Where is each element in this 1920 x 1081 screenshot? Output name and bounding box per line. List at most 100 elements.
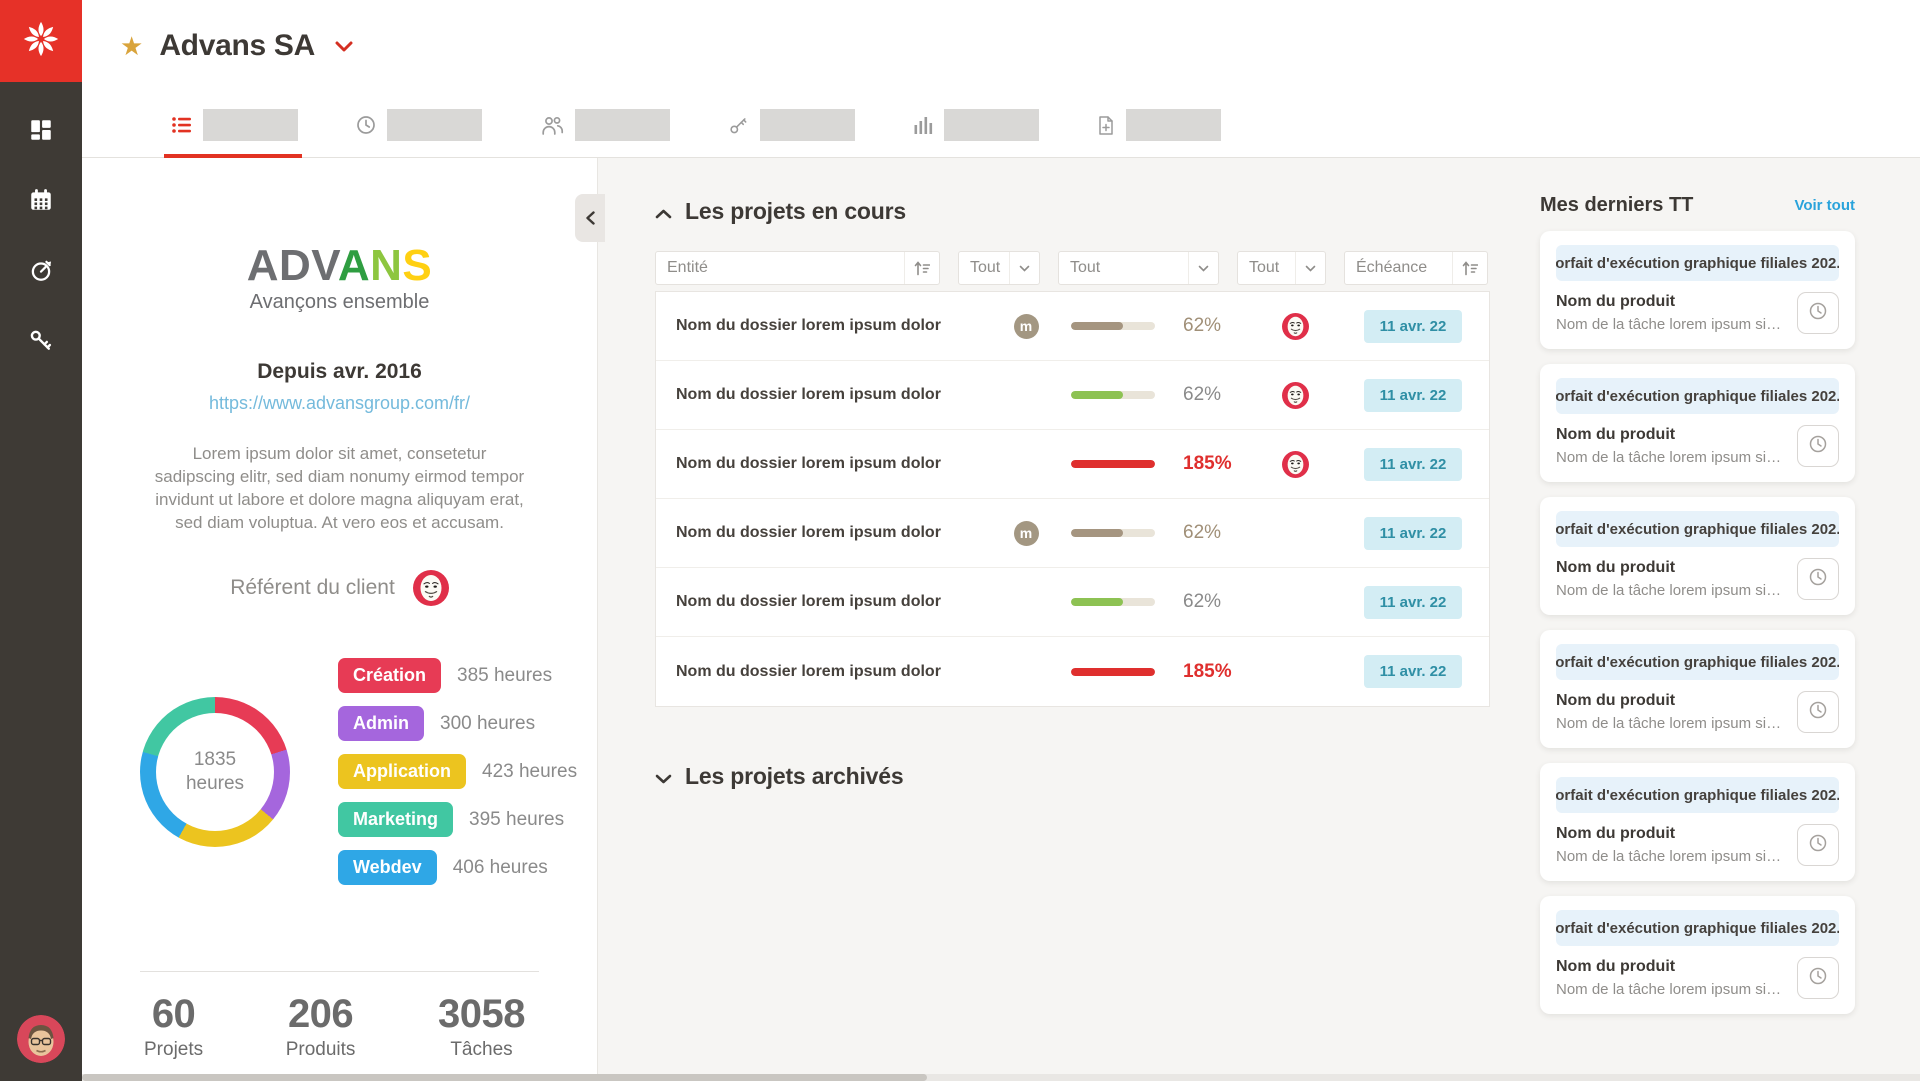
due-date-filter-input[interactable]: Échéance <box>1344 251 1488 285</box>
tt-card-texts: Nom du produit Nom de la tâche lorem ips… <box>1556 559 1784 599</box>
tt-card-texts: Nom du produit Nom de la tâche lorem ips… <box>1556 426 1784 466</box>
tt-card[interactable]: Forfait d'exécution graphique filiales 2… <box>1540 763 1855 881</box>
due-date-badge: 11 avr. 22 <box>1363 516 1463 550</box>
sort-icon[interactable] <box>904 252 939 284</box>
filter-select-2[interactable]: Tout <box>1058 251 1219 285</box>
stat-value: 60 <box>151 992 196 1037</box>
track-time-button[interactable] <box>1797 824 1839 866</box>
product-name: Nom du produit <box>1556 692 1676 709</box>
content-area: ★ Advans SA <box>82 0 1920 1081</box>
tt-header: Mes derniers TT Voir tout <box>1540 194 1855 217</box>
key-icon[interactable] <box>27 326 55 354</box>
tab-stats[interactable] <box>913 92 1039 158</box>
track-time-button[interactable] <box>1797 292 1839 334</box>
stopwatch-icon[interactable] <box>27 256 55 284</box>
stat-value: 206 <box>287 992 354 1037</box>
view-all-link[interactable]: Voir tout <box>1794 197 1855 214</box>
project-row[interactable]: Nom du dossier lorem ipsum dolor 62% <box>656 568 1489 637</box>
progress-track <box>1071 391 1155 399</box>
clock-icon <box>1808 833 1828 858</box>
tab-access[interactable] <box>728 92 855 158</box>
clock-icon <box>1808 567 1828 592</box>
track-time-button[interactable] <box>1797 957 1839 999</box>
tt-card[interactable]: Forfait d'exécution graphique filiales 2… <box>1540 630 1855 748</box>
tab-team[interactable] <box>540 92 670 158</box>
stat-label: Projets <box>144 1039 204 1061</box>
flower-logo-icon <box>20 18 62 65</box>
favorite-star-icon[interactable]: ★ <box>120 31 144 61</box>
assignee-cell <box>1253 450 1337 478</box>
clock-icon <box>1808 966 1828 991</box>
tab-list[interactable] <box>164 92 302 158</box>
user-avatar[interactable] <box>17 1015 65 1063</box>
filter-placeholder: Échéance <box>1356 259 1428 276</box>
filter-select-3[interactable]: Tout <box>1237 251 1326 285</box>
tt-card[interactable]: Forfait d'exécution graphique filiales 2… <box>1540 364 1855 482</box>
legend-item: Application 423 heures <box>338 754 578 790</box>
tab-time[interactable] <box>356 92 482 158</box>
archived-projects-header[interactable]: Les projets archivés <box>655 763 1490 790</box>
category-badge[interactable]: Admin <box>338 706 424 742</box>
track-time-button[interactable] <box>1797 425 1839 467</box>
track-time-button[interactable] <box>1797 558 1839 600</box>
category-badge[interactable]: Marketing <box>338 802 454 838</box>
horizontal-scrollbar[interactable] <box>82 1074 1920 1081</box>
category-badge[interactable]: Application <box>338 754 466 790</box>
tab-label-placeholder <box>944 109 1039 141</box>
tab-label-placeholder <box>203 109 298 141</box>
clock-icon <box>1808 301 1828 326</box>
progress-cell <box>1049 598 1157 606</box>
tab-label-placeholder <box>575 109 670 141</box>
selected-value: Tout <box>1070 259 1101 276</box>
tt-card-banner: Forfait d'exécution graphique filiales 2… <box>1556 511 1839 547</box>
project-row[interactable]: Nom du dossier lorem ipsum dolor m 62% <box>656 499 1489 568</box>
referent-avatar[interactable] <box>412 570 449 607</box>
app-logo[interactable] <box>0 0 82 82</box>
entity-filter-input[interactable]: Entité <box>655 251 940 285</box>
assignee-avatar[interactable] <box>1281 450 1309 478</box>
tab-documents[interactable] <box>1097 92 1221 158</box>
calendar-icon[interactable] <box>27 186 55 214</box>
topbar: ★ Advans SA <box>82 0 1920 158</box>
progress-fill <box>1071 667 1155 676</box>
collapse-panel-button[interactable] <box>575 194 605 242</box>
scrollbar-thumb[interactable] <box>82 1074 928 1081</box>
assignee-avatar[interactable] <box>1281 312 1309 340</box>
current-projects-header[interactable]: Les projets en cours <box>655 198 1490 225</box>
tt-card-banner: Forfait d'exécution graphique filiales 2… <box>1556 644 1839 680</box>
due-date-cell: 11 avr. 22 <box>1337 309 1489 343</box>
project-row[interactable]: Nom du dossier lorem ipsum dolor 185% <box>656 430 1489 499</box>
category-hours: 423 heures <box>482 760 578 782</box>
project-row[interactable]: Nom du dossier lorem ipsum dolor 185% <box>656 637 1489 706</box>
task-name: Nom de la tâche lorem ipsum sit amet... <box>1556 582 1784 599</box>
filter-select-1[interactable]: Tout <box>958 251 1040 285</box>
project-row[interactable]: Nom du dossier lorem ipsum dolor 62% <box>656 361 1489 430</box>
progress-value: 62% <box>1183 384 1222 405</box>
tt-card-list: Forfait d'exécution graphique filiales 2… <box>1540 231 1855 1014</box>
stat-value: 3058 <box>438 992 525 1037</box>
tt-card[interactable]: Forfait d'exécution graphique filiales 2… <box>1540 896 1855 1014</box>
progress-value: 62% <box>1183 522 1222 543</box>
tt-card-texts: Nom du produit Nom de la tâche lorem ips… <box>1556 825 1784 865</box>
project-row[interactable]: Nom du dossier lorem ipsum dolor m 62% <box>656 292 1489 361</box>
chevron-up-icon <box>655 198 672 225</box>
category-badge[interactable]: Création <box>338 658 442 694</box>
key-icon <box>728 115 749 136</box>
company-dropdown-chevron-icon[interactable] <box>335 41 353 52</box>
tt-card[interactable]: Forfait d'exécution graphique filiales 2… <box>1540 231 1855 349</box>
progress-track <box>1071 667 1155 676</box>
assignee-avatar[interactable] <box>1281 381 1309 409</box>
track-time-button[interactable] <box>1797 691 1839 733</box>
panel-divider <box>140 971 539 973</box>
due-date-badge: 11 avr. 22 <box>1363 447 1463 481</box>
tt-card[interactable]: Forfait d'exécution graphique filiales 2… <box>1540 497 1855 615</box>
category-badge[interactable]: Webdev <box>338 850 437 886</box>
due-date-cell: 11 avr. 22 <box>1337 585 1489 619</box>
sort-icon[interactable] <box>1452 252 1487 284</box>
clock-icon <box>1808 434 1828 459</box>
dashboard-icon[interactable] <box>27 116 55 144</box>
entity-badge: m <box>1013 520 1039 546</box>
stat-label: Produits <box>285 1039 356 1061</box>
client-website-link[interactable]: https://www.advansgroup.com/fr/ <box>208 393 471 413</box>
project-name: Nom du dossier lorem ipsum dolor <box>676 662 941 680</box>
